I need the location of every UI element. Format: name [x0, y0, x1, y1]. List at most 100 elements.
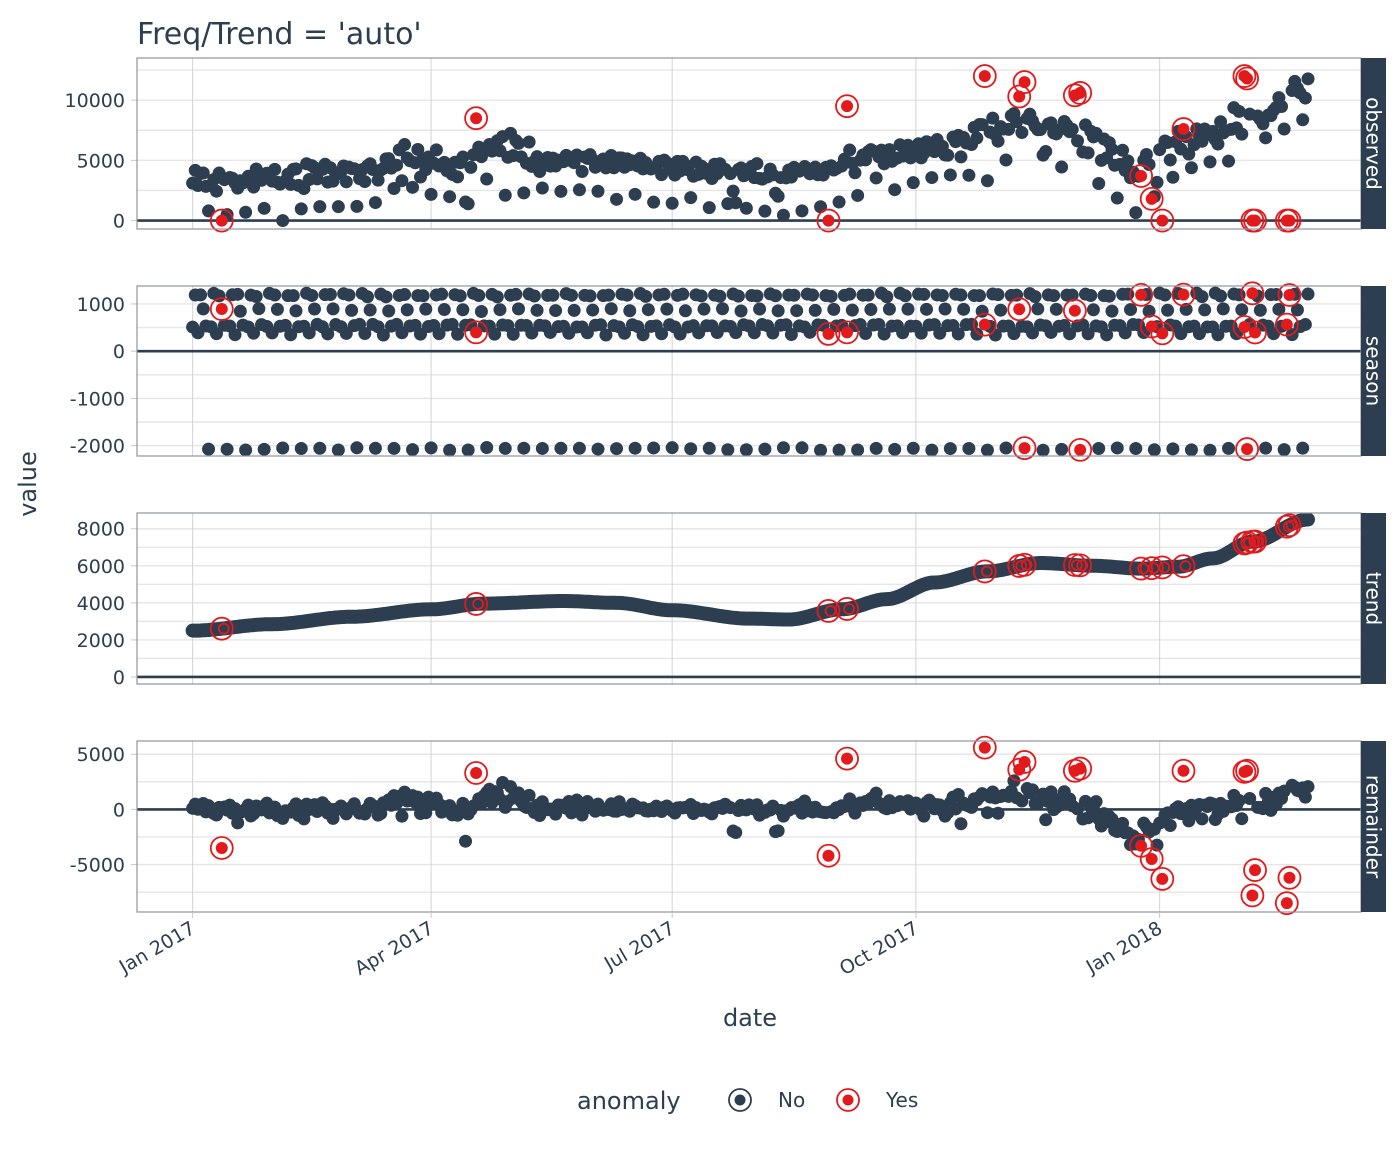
data-point [880, 290, 894, 304]
data-point [617, 326, 631, 340]
data-point [991, 134, 1005, 148]
anomaly-ring [1139, 556, 1164, 581]
points-remainder [186, 735, 1315, 916]
points-observed [186, 64, 1315, 233]
data-point [888, 442, 902, 456]
data-point [305, 288, 319, 302]
data-point [522, 788, 536, 802]
data-point [655, 327, 669, 341]
data-point [435, 287, 449, 301]
data-point [702, 441, 716, 455]
data-point [1235, 303, 1249, 317]
data-point [1129, 206, 1143, 220]
y-tick-label-season: -2000 [70, 436, 125, 458]
data-point [610, 192, 624, 206]
data-point [882, 143, 896, 157]
data-point [257, 201, 271, 215]
data-point [758, 204, 772, 218]
data-point [1092, 441, 1106, 455]
chart-title: Freq/Trend = 'auto' [137, 17, 422, 52]
data-point [220, 442, 234, 456]
data-point [472, 289, 486, 303]
data-point [527, 289, 541, 303]
facet-strip-trend [1361, 513, 1386, 684]
anomaly-point [1246, 287, 1259, 300]
data-point [747, 326, 761, 340]
x-tick-label: Oct 2017 [836, 917, 923, 980]
data-point [694, 289, 708, 303]
data-point [498, 188, 512, 202]
anomaly-point [1283, 214, 1296, 227]
data-point [284, 328, 298, 342]
data-point [233, 304, 247, 318]
trend-line [185, 512, 1315, 638]
panel-background [137, 741, 1361, 912]
data-point [607, 161, 621, 175]
anomaly-ring [1007, 84, 1032, 109]
data-point [459, 834, 473, 848]
data-point [729, 196, 743, 210]
anomaly-point [215, 842, 228, 855]
anomaly-point [1158, 561, 1171, 574]
data-point [1161, 303, 1175, 317]
data-point [310, 172, 324, 186]
data-point [938, 302, 952, 316]
anomaly-point [1241, 72, 1254, 85]
anomaly-ring [209, 836, 234, 860]
data-point [954, 817, 968, 831]
anomaly-ring [1243, 529, 1267, 554]
data-point [1081, 327, 1095, 341]
data-point [731, 289, 745, 303]
data-point [1214, 289, 1228, 303]
data-point [360, 290, 374, 304]
data-point [814, 200, 828, 214]
data-point [387, 182, 401, 196]
data-point [1259, 131, 1273, 145]
anomaly-point [822, 327, 835, 340]
y-tick-label-trend: 2000 [77, 630, 125, 652]
anomaly-ring [1062, 298, 1087, 323]
y-tick-label-remainder: 5000 [77, 744, 125, 766]
data-point [1100, 328, 1114, 342]
facet-strip-season [1361, 286, 1386, 456]
data-point [941, 148, 955, 162]
anomaly-ring [1007, 297, 1032, 322]
data-point [411, 142, 425, 156]
facet-trend: 0 2000 4000 6000 8000 trend [77, 512, 1386, 689]
data-point [490, 290, 504, 304]
data-point [1110, 191, 1124, 205]
data-point [461, 197, 475, 211]
anomaly-point [978, 70, 991, 83]
anomaly-ring [1232, 64, 1257, 88]
data-point [999, 153, 1013, 167]
data-point [202, 442, 216, 456]
data-point [1063, 327, 1077, 341]
data-point [363, 303, 377, 317]
legend-key-no [728, 1088, 752, 1112]
anomaly-point [841, 100, 854, 113]
data-point [1277, 443, 1291, 457]
data-point [368, 196, 382, 210]
data-point [302, 326, 316, 340]
data-point [1195, 290, 1209, 304]
data-point [1105, 812, 1119, 826]
data-point [202, 204, 216, 218]
data-point [350, 441, 364, 455]
data-point [1055, 160, 1069, 174]
data-point [1275, 100, 1289, 114]
anomaly-point [1283, 871, 1296, 884]
anomaly-point [1251, 535, 1263, 548]
data-point [1121, 154, 1135, 168]
data-point [371, 173, 385, 187]
data-point [313, 200, 327, 214]
data-point [390, 158, 404, 172]
data-point [1036, 443, 1050, 457]
anomaly-point [1283, 288, 1296, 301]
data-point [451, 327, 465, 341]
data-point [1296, 113, 1310, 127]
data-point [1015, 126, 1029, 140]
data-point [851, 188, 865, 202]
data-point [986, 111, 1000, 125]
data-point [591, 442, 605, 456]
